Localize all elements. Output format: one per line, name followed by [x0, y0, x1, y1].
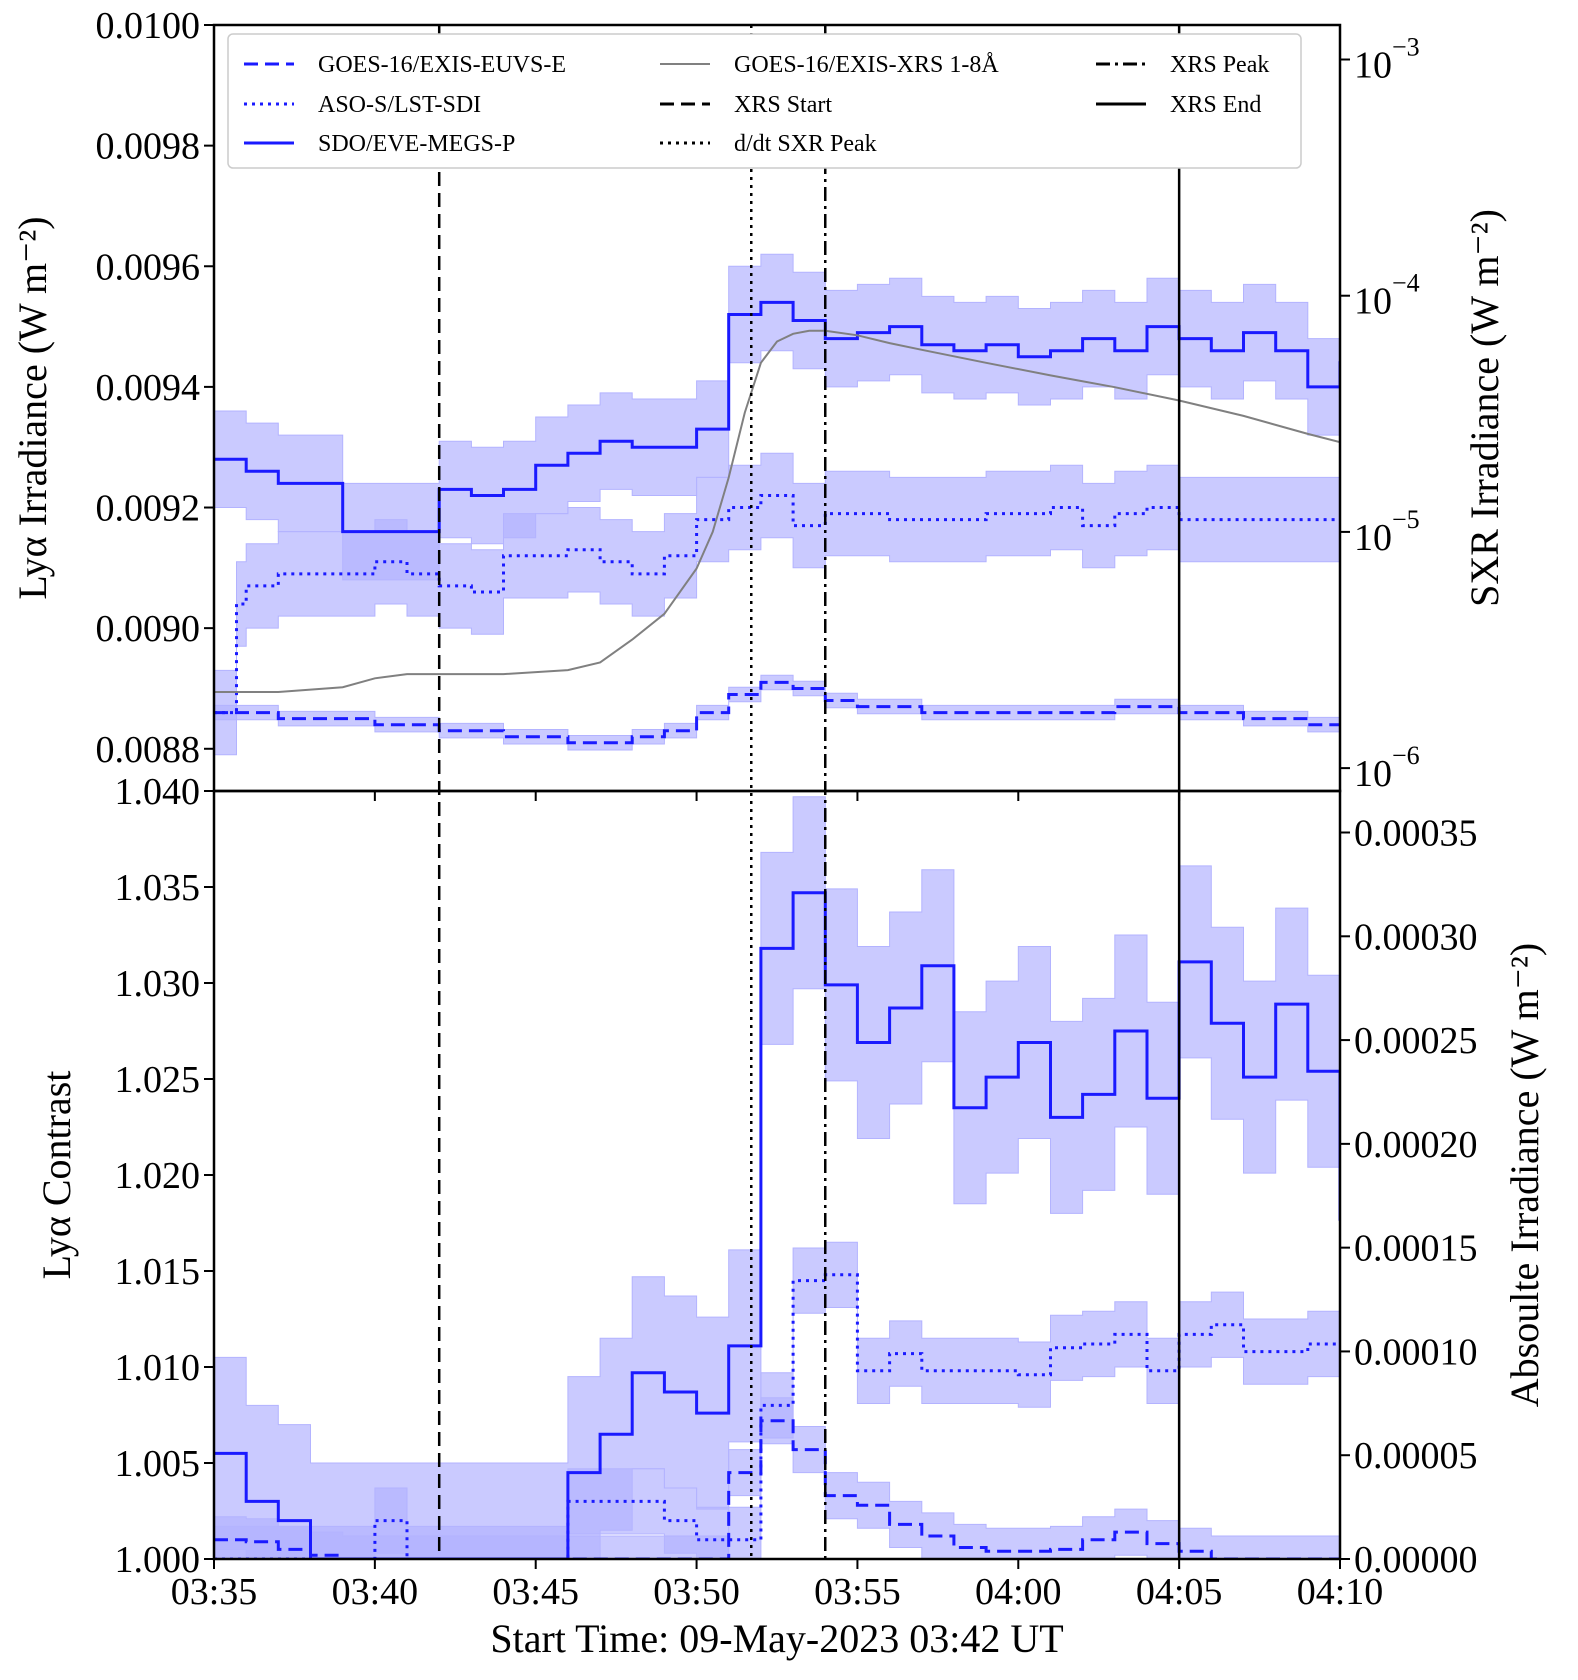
legend-label-sdo-eve-megs-p: SDO/EVE-MEGS-P [318, 131, 515, 157]
bottom-y2-tick-label: 0.00015 [1354, 1228, 1478, 1270]
top-y2-tick-label: 10−4 [1354, 269, 1420, 323]
x-tick-label: 03:55 [814, 1571, 901, 1613]
bottom-y-tick-label: 1.020 [115, 1155, 201, 1197]
bottom-y2-tick-label: 0.00030 [1354, 916, 1478, 958]
bottom-series-lines [214, 891, 1340, 1559]
x-tick-label: 04:00 [975, 1571, 1062, 1613]
legend-label-goes-16-exis-xrs-1-8: GOES-16/EXIS-XRS 1-8Å [734, 52, 999, 78]
legend: GOES-16/EXIS-EUVS-E ASO-S/LST-SDI SDO/EVE-… [227, 33, 1302, 169]
top-y2-tick-label: 10−6 [1354, 741, 1420, 795]
bottom-line-sdo-eve-megs-p [214, 891, 1340, 1559]
bottom-y-tick-label: 1.015 [115, 1251, 201, 1293]
top-y-tick-label: 0.0096 [96, 246, 201, 288]
legend-label-xrs-end: XRS End [1170, 92, 1261, 118]
legend-label-d-dt-sxr-peak: d/dt SXR Peak [734, 131, 877, 157]
x-tick-label: 03:35 [171, 1571, 258, 1613]
bottom-line-goes-16-exis-euvs-e [214, 1419, 1340, 1559]
bottom-y2-tick-label: 0.00025 [1354, 1020, 1478, 1062]
top-y-axis-label: Lyα Irradiance (W m⁻²) [10, 216, 55, 599]
bottom-y-tick-label: 1.010 [115, 1347, 201, 1389]
legend-label-aso-s-lst-sdi: ASO-S/LST-SDI [318, 92, 481, 118]
x-tick-label: 04:05 [1136, 1571, 1223, 1613]
bottom-y-tick-label: 1.035 [115, 867, 201, 909]
bottom-band-goes-16-exis-euvs-e [214, 1397, 1340, 1559]
bottom-y-tick-label: 1.040 [115, 771, 201, 813]
bottom-y2-tick-label: 0.00010 [1354, 1331, 1478, 1373]
bottom-y-tick-label: 1.030 [115, 963, 201, 1005]
bottom-y2-tick-label: 0.00000 [1354, 1539, 1478, 1581]
top-band-aso-s-lst-sdi [214, 452, 1340, 756]
legend-label-goes-16-exis-euvs-e: GOES-16/EXIS-EUVS-E [318, 52, 566, 78]
top-y2-tick-label: 10−3 [1354, 33, 1420, 87]
top-y-tick-label: 0.0090 [96, 608, 201, 650]
bottom-y2-axis-label: Absoulte Irradiance (W m⁻²) [1502, 943, 1547, 1407]
top-y-tick-label: 0.0088 [96, 729, 201, 771]
bottom-y-axis-label: Lyα Contrast [34, 1071, 79, 1280]
top-line-xrs-1-8 [214, 329, 1340, 693]
top-y-tick-label: 0.0092 [96, 488, 201, 530]
bottom-y2-tick-label: 0.00005 [1354, 1435, 1478, 1477]
x-axis-label: Start Time: 09-May-2023 03:42 UT [490, 1616, 1063, 1661]
legend-label-xrs-start: XRS Start [734, 92, 832, 118]
bottom-y-tick-label: 1.025 [115, 1059, 201, 1101]
legend-label-xrs-peak: XRS Peak [1170, 52, 1269, 78]
top-band-sdo-eve-megs-p [214, 253, 1340, 581]
bottom-y-tick-label: 1.005 [115, 1443, 201, 1485]
bottom-line-aso-s-lst-sdi [214, 1273, 1340, 1559]
x-tick-label: 03:50 [653, 1571, 740, 1613]
legend-box [227, 33, 1302, 169]
x-tick-label: 04:10 [1297, 1571, 1384, 1613]
top-y-tick-label: 0.0094 [96, 367, 201, 409]
bottom-y2-tick-label: 0.00020 [1354, 1124, 1478, 1166]
top-y2-tick-label: 10−5 [1354, 505, 1420, 559]
x-tick-label: 03:40 [332, 1571, 419, 1613]
top-y-tick-label: 0.0098 [96, 126, 201, 168]
top-y2-axis-label: SXR Irradiance (W m⁻²) [1462, 209, 1507, 607]
top-line-aso-s-lst-sdi [214, 494, 1340, 715]
top-y-tick-label: 0.0100 [96, 5, 201, 47]
bottom-y-tick-label: 1.000 [115, 1539, 201, 1581]
x-tick-label: 03:45 [492, 1571, 579, 1613]
bottom-y2-tick-label: 0.00035 [1354, 813, 1478, 855]
